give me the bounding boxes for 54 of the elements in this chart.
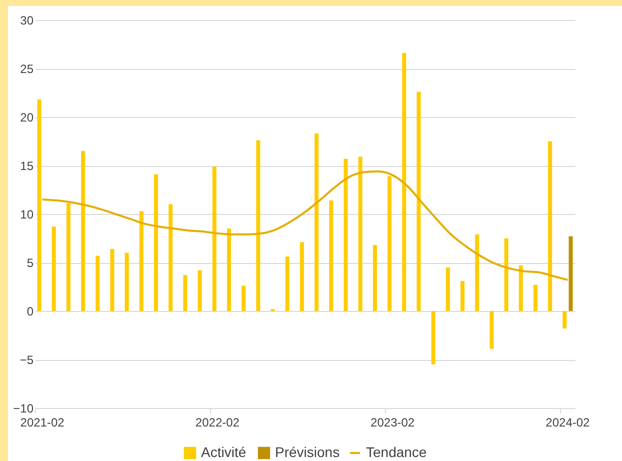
- bar: [96, 256, 100, 311]
- bar: [562, 311, 567, 328]
- bar: [183, 275, 188, 311]
- legend-label: Prévisions: [275, 444, 340, 460]
- bar: [154, 174, 158, 311]
- y-tick-label: 20: [20, 110, 34, 124]
- y-tick-label: −5: [20, 353, 34, 367]
- x-tick-label: 2022-02: [195, 416, 240, 430]
- bar: [490, 311, 494, 349]
- legend-label: Tendance: [366, 444, 427, 460]
- y-tick-label: 15: [20, 159, 34, 173]
- bar: [358, 156, 362, 311]
- bar: [416, 92, 421, 311]
- bar: [242, 286, 246, 311]
- y-tick-label: 0: [26, 304, 34, 318]
- bar: [37, 100, 42, 311]
- bar: [475, 234, 480, 311]
- bar: [285, 256, 290, 311]
- y-tick-label: 25: [20, 62, 34, 76]
- bar: [548, 141, 552, 311]
- bar: [226, 228, 231, 311]
- y-tick-label: −10: [13, 402, 34, 416]
- bar: [504, 238, 508, 311]
- bar: [300, 242, 304, 311]
- x-tick-label: 2024-02: [546, 416, 590, 430]
- bar: [66, 203, 70, 311]
- bar: [431, 311, 436, 364]
- bar: [212, 166, 216, 311]
- bar: [139, 211, 144, 311]
- bar: [329, 200, 334, 311]
- bar: [168, 204, 173, 311]
- bar: [81, 150, 86, 311]
- y-tick-label: 10: [20, 208, 34, 222]
- bar: [110, 248, 114, 311]
- bar: [314, 133, 319, 311]
- bar: [533, 284, 538, 311]
- line-series: [41, 170, 569, 281]
- bar: [388, 176, 392, 311]
- legend-label: Activité: [201, 444, 246, 460]
- x-tick-label: 2021-02: [20, 416, 65, 430]
- y-tick-label: 5: [26, 256, 34, 270]
- bar: [372, 245, 377, 311]
- bar: [198, 270, 202, 311]
- bar: [344, 158, 348, 311]
- x-tick-label: 2023-02: [370, 416, 415, 430]
- bar: [402, 52, 406, 311]
- bar: [446, 267, 450, 311]
- bar: [52, 226, 56, 311]
- bar: [460, 280, 464, 311]
- bar: [568, 236, 573, 311]
- bar: [256, 140, 260, 311]
- y-tick-label: 30: [20, 14, 34, 28]
- bar: [124, 252, 129, 311]
- bar: [518, 265, 523, 311]
